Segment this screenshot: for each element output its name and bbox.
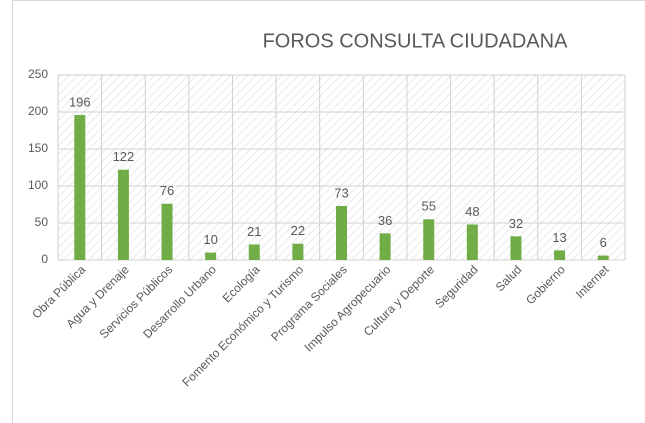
data-label: 13 <box>552 230 566 245</box>
y-tick-label: 200 <box>28 104 48 118</box>
bar <box>379 233 391 260</box>
data-label: 32 <box>509 216 523 231</box>
data-label: 196 <box>69 94 91 109</box>
y-tick-label: 150 <box>28 141 48 155</box>
bar <box>597 255 609 260</box>
bar <box>554 250 566 260</box>
y-tick-label: 50 <box>35 215 49 229</box>
data-label: 10 <box>203 232 217 247</box>
bar <box>161 203 173 260</box>
y-tick-label: 250 <box>28 67 48 81</box>
data-label: 122 <box>113 149 135 164</box>
data-label: 55 <box>421 199 435 214</box>
bar <box>510 236 522 260</box>
bar <box>205 252 217 260</box>
chart-title: FOROS CONSULTA CIUDADANA <box>263 30 569 52</box>
bar <box>292 243 304 260</box>
data-label: 76 <box>160 183 174 198</box>
y-tick-label: 0 <box>41 252 48 266</box>
bar <box>117 169 129 260</box>
data-label: 21 <box>247 224 261 239</box>
bar <box>248 244 260 260</box>
bar <box>466 224 478 260</box>
bar <box>423 219 435 260</box>
data-label: 22 <box>291 223 305 238</box>
bar <box>74 114 86 261</box>
data-label: 6 <box>600 235 607 250</box>
data-label: 48 <box>465 204 479 219</box>
data-label: 36 <box>378 213 392 228</box>
bar <box>336 205 347 260</box>
y-tick-label: 100 <box>28 178 48 192</box>
data-label: 73 <box>334 185 348 200</box>
